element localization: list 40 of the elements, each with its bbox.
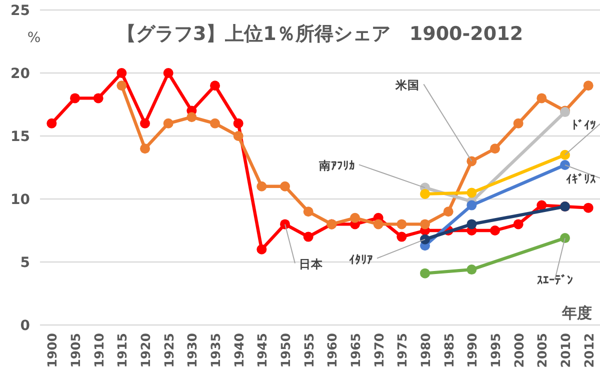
x-tick-label: 1950	[278, 332, 293, 368]
x-tick-label: 1965	[348, 333, 363, 368]
x-tick-label: 1945	[254, 333, 270, 368]
x-tick-label: 1905	[68, 333, 83, 368]
text: 米国	[394, 78, 420, 92]
x-tick-label: 1980	[418, 332, 433, 368]
series-label: ﾄﾞｲﾂ	[572, 118, 596, 132]
x-tick-label: 1915	[114, 333, 130, 368]
x-axis-title: 年度	[561, 304, 592, 322]
x-tick-label: 1985	[441, 333, 456, 368]
x-tick-label: 1910	[91, 332, 106, 368]
y-tick-label: 5	[20, 255, 30, 271]
y-axis-title: %	[27, 30, 41, 46]
text: ｲﾀﾘｱ	[349, 252, 373, 266]
text: 【グラフ3】上位1％所得シェア 1900-2012	[116, 23, 524, 45]
series-label: ｲｷﾞﾘｽ	[566, 172, 596, 186]
x-tick-label: 2005	[534, 333, 550, 368]
x-tick-label: 2000	[511, 332, 526, 368]
x-tick-label: 1955	[301, 333, 316, 368]
y-tick-label: 0	[20, 318, 30, 334]
y-tick-label: 20	[10, 66, 30, 82]
y-tick-label: 10	[10, 192, 30, 208]
y-tick-label: 25	[10, 3, 30, 19]
x-tick-label: 1925	[161, 333, 176, 368]
x-tick-label: 1975	[394, 333, 410, 368]
text: ｽｴｰﾃﾞﾝ	[537, 273, 573, 288]
series-label: 日本	[299, 257, 324, 272]
x-tick-label: 2010	[558, 332, 573, 368]
x-tick-label: 1995	[488, 333, 503, 368]
x-tick-label: 1935	[208, 333, 223, 368]
text: 南ｱﾌﾘｶ	[318, 158, 355, 173]
x-tick-label: 1920	[138, 332, 153, 368]
x-tick-label: 1940	[231, 332, 246, 368]
x-tick-label: 1970	[371, 332, 386, 368]
x-tick-label: 1990	[464, 332, 480, 368]
y-tick-label: 15	[10, 129, 30, 145]
x-tick-label: 1900	[44, 332, 60, 368]
x-tick-label: 1930	[184, 332, 200, 368]
x-tick-label: 1960	[324, 332, 340, 368]
x-tick-label: 2012	[581, 333, 596, 368]
